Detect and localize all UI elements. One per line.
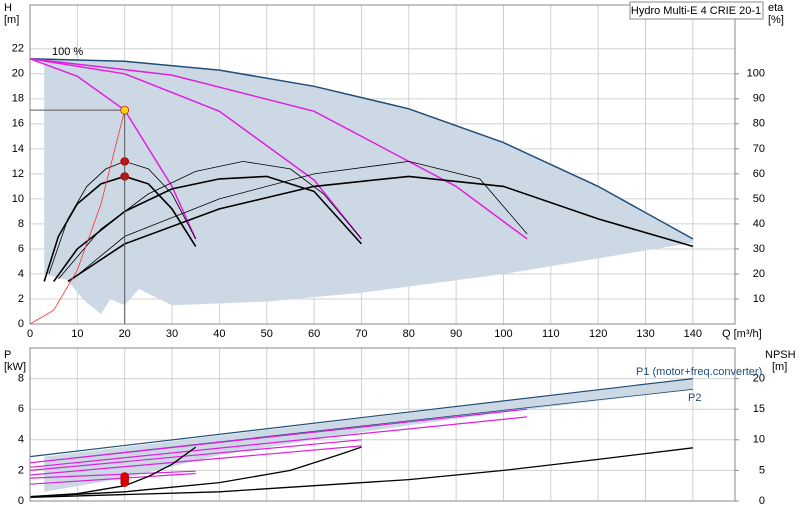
operating-area [44,58,693,314]
x-tick-label: 140 [684,328,702,340]
y2-unit: [m] [772,361,787,373]
annotation: P2 [688,392,701,404]
curve [29,447,693,498]
y-tick-label: 12 [12,168,24,180]
y-tick-label: 22 [12,43,24,55]
annotation: 100 % [52,46,83,58]
chart-title: Hydro Multi-E 4 CRIE 20-1 [631,5,761,17]
curve [29,110,126,325]
y2-unit: [%] [768,14,784,26]
y-tick-label: 8 [18,373,24,385]
y2-label: eta [768,2,784,14]
y-tick-label: 14 [12,143,24,155]
y2-tick-label: 100 [747,68,765,80]
y-tick-label: 0 [18,318,24,330]
x-tick-label: 120 [589,328,607,340]
curve [67,175,694,283]
y-tick-label: 6 [18,243,24,255]
x-tick-label: 130 [636,328,654,340]
y2-tick-label: 5 [759,464,765,476]
y-tick-label: 16 [12,118,24,130]
y2-tick-label: 70 [753,143,765,155]
y2-tick-label: 0 [759,495,765,507]
plot-frame [29,4,736,325]
y-tick-label: 4 [18,268,24,280]
y2-tick-label: 60 [753,168,765,180]
curve [29,58,362,240]
y-unit: [kW] [4,361,26,373]
curve [29,58,528,240]
curve [43,175,197,282]
curve [29,408,528,464]
curve [29,58,694,240]
y2-tick-label: 10 [753,293,765,305]
x-label: Q [m³/h] [722,328,762,340]
y2-tick-label: 40 [753,218,765,230]
y-tick-label: 2 [18,464,24,476]
x-tick-label: 30 [166,328,178,340]
annotation: P1 (motor+freq.converter) [636,366,762,378]
curve [29,416,528,468]
curve [29,446,362,498]
title-box [629,1,764,20]
x-tick-label: 90 [450,328,462,340]
x-tick-label: 0 [27,328,33,340]
curve [29,472,196,485]
y-label: P [4,349,11,361]
x-tick-label: 110 [542,328,560,340]
x-tick-label: 100 [494,328,512,340]
curve [29,445,362,476]
y-tick-label: 2 [18,293,24,305]
y2-tick-label: 80 [753,118,765,130]
x-tick-label: 50 [261,328,273,340]
y-label: H [4,2,12,14]
y2-tick-label: 90 [753,93,765,105]
x-tick-label: 70 [355,328,367,340]
x-tick-label: 10 [71,328,83,340]
y2-label: NPSH [765,349,796,361]
y2-tick-label: 20 [753,268,765,280]
x-tick-label: 40 [213,328,225,340]
y-tick-label: 0 [18,495,24,507]
x-tick-label: 80 [403,328,415,340]
y-tick-label: 4 [18,434,24,446]
duty-point [120,105,129,115]
y-tick-label: 18 [12,93,24,105]
y2-tick-label: 15 [753,403,765,415]
x-tick-label: 20 [119,328,131,340]
plot-frame [29,347,736,502]
y2-tick-label: 20 [753,373,765,385]
y2-tick-label: 30 [753,243,765,255]
curve [29,470,196,479]
y-tick-label: 10 [12,193,24,205]
curve [29,439,362,471]
x-tick-label: 60 [308,328,320,340]
curve [29,378,693,458]
y-unit: [m] [4,14,19,26]
y-tick-label: 6 [18,403,24,415]
y2-tick-label: 50 [753,193,765,205]
y2-tick-label: 10 [753,434,765,446]
y-tick-label: 8 [18,218,24,230]
duty-point [120,472,129,481]
y-tick-label: 20 [12,68,24,80]
